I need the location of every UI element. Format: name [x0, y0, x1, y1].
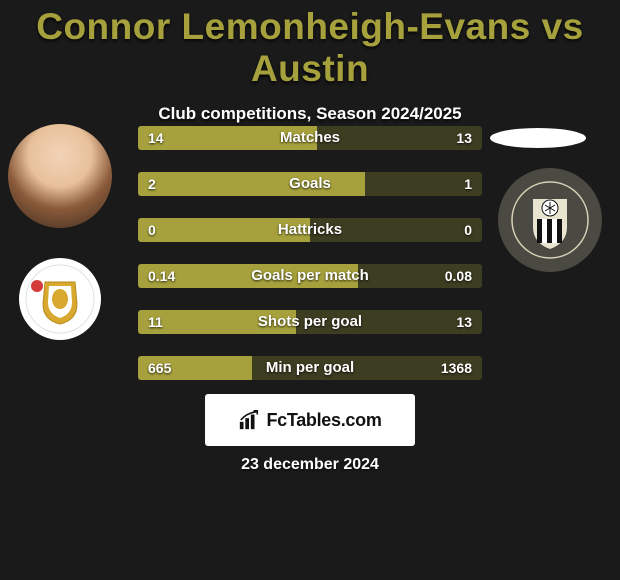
stat-bar-left — [138, 356, 252, 380]
stat-bar-right — [252, 356, 482, 380]
stat-bar-left — [138, 264, 358, 288]
player1-name: Connor Lemonheigh-Evans — [36, 6, 531, 47]
comparison-title: Connor Lemonheigh-Evans vs Austin — [0, 6, 620, 90]
stat-row: Goals per match0.140.08 — [138, 264, 482, 288]
stat-bar-left — [138, 126, 317, 150]
fctables-label: FcTables.com — [266, 410, 381, 431]
player1-club-badge — [19, 258, 101, 340]
comparison-date: 23 december 2024 — [0, 456, 620, 474]
player2-photo-placeholder — [490, 128, 586, 148]
stat-row: Goals21 — [138, 172, 482, 196]
stat-bar-left — [138, 310, 296, 334]
stat-row: Hattricks00 — [138, 218, 482, 242]
stat-bar-right — [310, 218, 482, 242]
stat-bar-left — [138, 218, 310, 242]
stat-row: Min per goal6651368 — [138, 356, 482, 380]
vs-separator: vs — [542, 6, 584, 47]
fctables-watermark: FcTables.com — [205, 394, 415, 446]
stats-table: Matches1413 Goals21 Hattricks00 Goals per m… — [138, 126, 482, 402]
fctables-logo-icon — [238, 409, 260, 431]
player1-photo — [8, 124, 112, 228]
stat-row: Matches1413 — [138, 126, 482, 150]
stat-bar-right — [317, 126, 482, 150]
stat-bar-left — [138, 172, 365, 196]
subtitle: Club competitions, Season 2024/2025 — [0, 104, 620, 124]
player2-name: Austin — [251, 48, 369, 89]
stat-bar-right — [296, 310, 482, 334]
stat-bar-right — [358, 264, 482, 288]
stat-row: Shots per goal1113 — [138, 310, 482, 334]
player2-club-badge — [498, 168, 602, 272]
stat-bar-right — [365, 172, 482, 196]
